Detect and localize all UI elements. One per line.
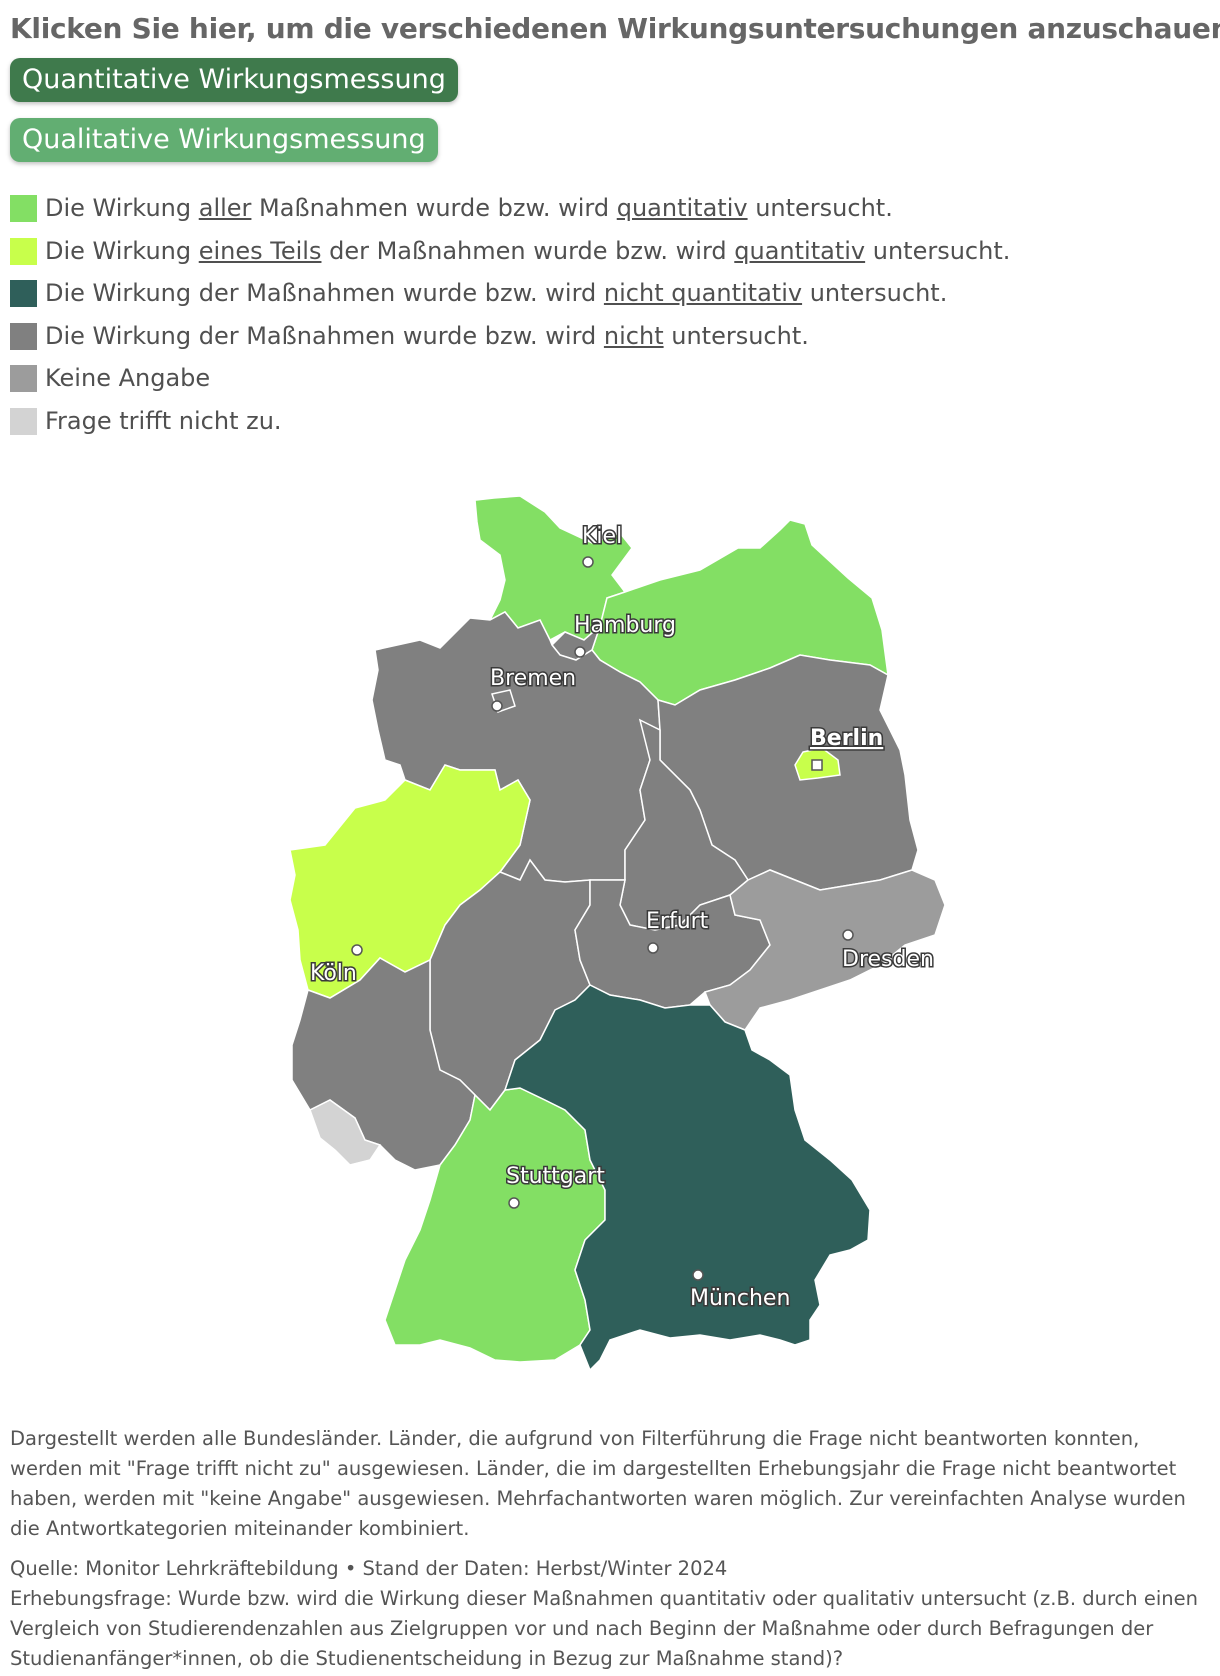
source-line: Quelle: Monitor Lehrkräftebildung • Stan… (10, 1557, 728, 1580)
legend-text: Keine Angabe (45, 364, 211, 392)
legend-underlined: nicht quantitativ (603, 279, 803, 307)
legend-underlined: nicht (603, 322, 664, 350)
legend-swatch (10, 408, 37, 435)
muenchen-marker (692, 1269, 704, 1281)
legend-text: Die Wirkung (45, 194, 199, 222)
city-label-kiel: Kiel (582, 524, 622, 549)
city-label-muenchen: München (690, 1286, 790, 1311)
stuttgart-marker (508, 1197, 520, 1209)
dresden-marker (842, 929, 854, 941)
kiel-marker (582, 556, 594, 568)
legend-text: Die Wirkung (45, 237, 199, 265)
legend-text: Maßnahmen wurde bzw. wird (251, 194, 617, 222)
city-label-hamburg: Hamburg (574, 613, 676, 638)
legend-swatch (10, 280, 37, 307)
state-bayern[interactable] (503, 984, 871, 1372)
legend-swatch (10, 238, 37, 265)
city-label-koeln: Köln (310, 961, 357, 986)
city-label-berlin: Berlin (810, 726, 883, 751)
quantitative-measurement-button[interactable]: Quantitative Wirkungsmessung (10, 58, 458, 102)
legend-underlined: eines Teils (198, 237, 322, 265)
city-label-stuttgart: Stuttgart (506, 1164, 605, 1189)
legend-text: Die Wirkung der Maßnahmen wurde bzw. wir… (45, 279, 604, 307)
legend-swatch (10, 365, 37, 392)
state-sachsen[interactable] (704, 869, 946, 1031)
erfurt-marker (647, 942, 659, 954)
legend-text: untersucht. (663, 322, 809, 350)
legend-underlined: quantitativ (734, 237, 866, 265)
source-info: Quelle: Monitor Lehrkräftebildung • Stan… (10, 1554, 1210, 1674)
page-heading: Klicken Sie hier, um die verschiedenen W… (10, 12, 1220, 45)
state-saarland[interactable] (309, 1099, 382, 1166)
bremen-marker (491, 700, 503, 712)
survey-question: Erhebungsfrage: Wurde bzw. wird die Wirk… (10, 1587, 1198, 1670)
legend-text: untersucht. (865, 237, 1011, 265)
legend-text: untersucht. (747, 194, 893, 222)
legend-underlined: aller (198, 194, 252, 222)
legend-swatch (10, 195, 37, 222)
legend-swatch (10, 323, 37, 350)
city-label-dresden: Dresden (842, 947, 934, 972)
legend-text: Frage trifft nicht zu. (45, 407, 282, 435)
legend-text: Die Wirkung der Maßnahmen wurde bzw. wir… (45, 322, 604, 350)
legend-underlined: quantitativ (616, 194, 748, 222)
hamburg-marker (574, 646, 586, 658)
germany-map: Kiel Hamburg Bremen Berlin Köln Erfurt D… (289, 477, 946, 1372)
legend-text: der Maßnahmen wurde bzw. wird (321, 237, 735, 265)
city-label-erfurt: Erfurt (646, 909, 709, 934)
berlin-marker (811, 759, 823, 771)
legend-text: untersucht. (802, 279, 948, 307)
footnote: Dargestellt werden alle Bundesländer. Lä… (10, 1427, 1186, 1540)
qualitative-measurement-button[interactable]: Qualitative Wirkungsmessung (10, 118, 438, 162)
city-label-bremen: Bremen (490, 666, 576, 691)
koeln-marker (351, 944, 363, 956)
